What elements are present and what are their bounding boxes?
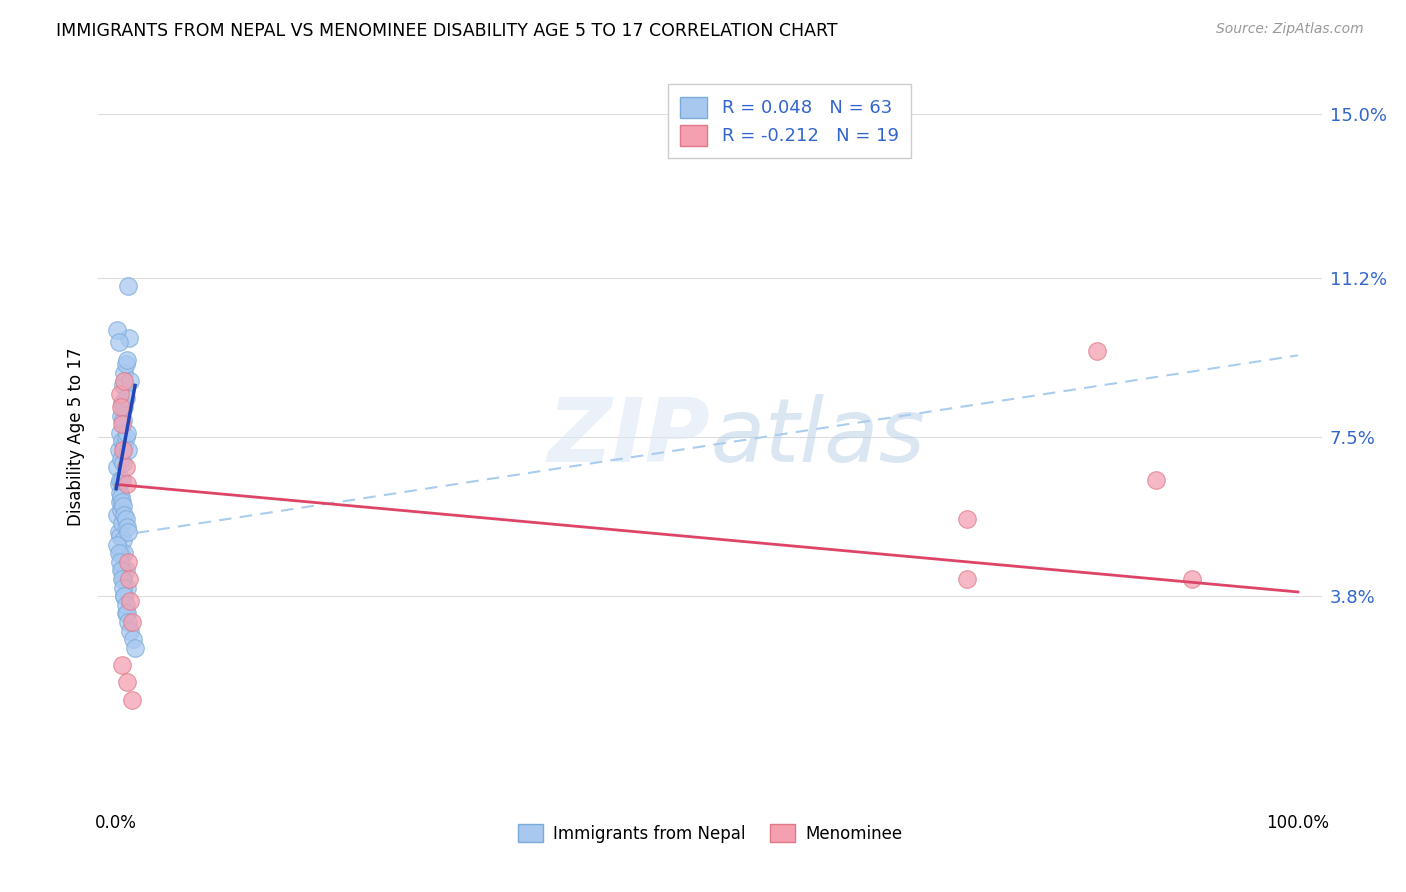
Point — [114, 512, 136, 526]
Point — [115, 581, 138, 595]
Point — [114, 357, 136, 371]
Y-axis label: Disability Age 5 to 17: Disability Age 5 to 17 — [67, 348, 86, 526]
Point — [117, 442, 139, 457]
Point — [120, 624, 142, 638]
Point — [108, 529, 131, 543]
Point — [112, 581, 135, 595]
Point — [114, 598, 136, 612]
Point — [105, 322, 128, 336]
Point — [117, 555, 139, 569]
Point — [115, 425, 138, 440]
Point — [108, 425, 131, 440]
Point — [112, 413, 135, 427]
Point — [112, 378, 135, 392]
Point — [112, 589, 135, 603]
Point — [111, 564, 134, 578]
Point — [112, 546, 135, 560]
Point — [111, 658, 134, 673]
Legend: Immigrants from Nepal, Menominee: Immigrants from Nepal, Menominee — [510, 817, 910, 849]
Point — [108, 494, 131, 508]
Point — [112, 508, 135, 522]
Point — [956, 512, 979, 526]
Point — [118, 331, 141, 345]
Point — [114, 607, 136, 621]
Point — [120, 374, 142, 388]
Point — [108, 555, 131, 569]
Point — [115, 477, 138, 491]
Point — [118, 572, 141, 586]
Point — [115, 675, 138, 690]
Point — [956, 572, 979, 586]
Point — [117, 615, 139, 629]
Point — [111, 417, 134, 432]
Point — [117, 524, 139, 539]
Point — [110, 564, 132, 578]
Point — [111, 572, 134, 586]
Point — [115, 352, 138, 367]
Point — [117, 279, 139, 293]
Point — [110, 409, 132, 423]
Point — [1181, 572, 1204, 586]
Point — [111, 473, 134, 487]
Point — [111, 494, 134, 508]
Point — [112, 374, 135, 388]
Point — [110, 491, 132, 505]
Point — [112, 439, 135, 453]
Point — [111, 434, 134, 449]
Point — [105, 508, 128, 522]
Point — [111, 395, 134, 409]
Point — [112, 400, 135, 414]
Point — [115, 520, 138, 534]
Point — [1085, 344, 1108, 359]
Text: Source: ZipAtlas.com: Source: ZipAtlas.com — [1216, 22, 1364, 37]
Point — [107, 477, 129, 491]
Point — [108, 486, 131, 500]
Text: atlas: atlas — [710, 394, 925, 480]
Point — [120, 593, 142, 607]
Point — [108, 387, 131, 401]
Point — [112, 589, 135, 603]
Point — [112, 533, 135, 548]
Point — [105, 538, 128, 552]
Point — [107, 546, 129, 560]
Point — [112, 366, 135, 380]
Point — [110, 400, 132, 414]
Point — [110, 451, 132, 466]
Text: ZIP: ZIP — [547, 393, 710, 481]
Point — [112, 456, 135, 470]
Point — [114, 460, 136, 475]
Point — [121, 692, 143, 706]
Point — [121, 615, 143, 629]
Point — [112, 499, 135, 513]
Point — [107, 442, 129, 457]
Point — [111, 516, 134, 530]
Point — [110, 546, 132, 560]
Point — [112, 572, 135, 586]
Point — [121, 632, 143, 647]
Point — [110, 503, 132, 517]
Point — [108, 473, 131, 487]
Point — [112, 442, 135, 457]
Point — [124, 640, 146, 655]
Point — [114, 564, 136, 578]
Point — [114, 430, 136, 444]
Point — [105, 460, 128, 475]
Point — [115, 607, 138, 621]
Point — [107, 335, 129, 350]
Point — [107, 524, 129, 539]
Point — [114, 392, 136, 406]
Text: IMMIGRANTS FROM NEPAL VS MENOMINEE DISABILITY AGE 5 TO 17 CORRELATION CHART: IMMIGRANTS FROM NEPAL VS MENOMINEE DISAB… — [56, 22, 838, 40]
Point — [1144, 473, 1167, 487]
